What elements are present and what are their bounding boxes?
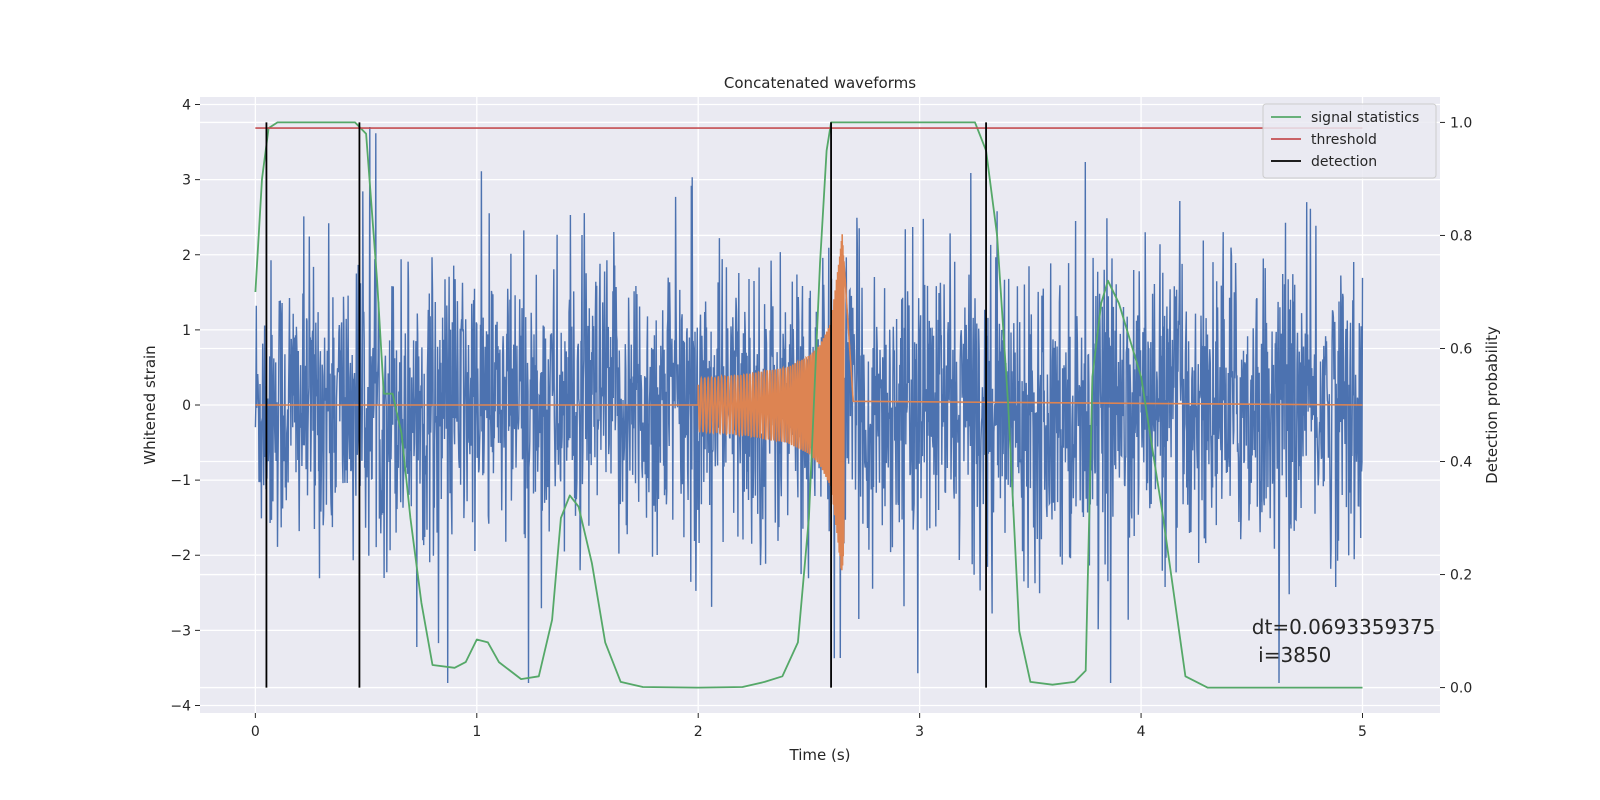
x-tick-label: 1 bbox=[472, 724, 481, 740]
y-left-tick-label: 4 bbox=[182, 98, 191, 114]
y-right-tick-label: 1.0 bbox=[1450, 115, 1472, 131]
x-tick-label: 4 bbox=[1137, 724, 1146, 740]
annotation: dt=0.0693359375 i=3850 bbox=[1252, 615, 1436, 667]
x-tick-label: 5 bbox=[1358, 724, 1367, 740]
y-left-tick-label: −3 bbox=[170, 623, 191, 639]
y-axis-label-left: Whitened strain bbox=[141, 345, 159, 464]
x-tick-label: 0 bbox=[251, 724, 260, 740]
x-tick-label: 2 bbox=[694, 724, 703, 740]
y-right-tick-label: 0.6 bbox=[1450, 341, 1472, 357]
y-left-tick-label: −4 bbox=[170, 698, 191, 714]
y-left-tick-label: 2 bbox=[182, 248, 191, 264]
legend-label: signal statistics bbox=[1311, 110, 1419, 126]
right-axis-series bbox=[254, 121, 1363, 689]
legend-box bbox=[1262, 103, 1437, 179]
y-left-tick-label: 3 bbox=[182, 173, 191, 189]
y-axis-label-right: Detection probability bbox=[1483, 326, 1501, 484]
y-right-tick-label: 0.8 bbox=[1450, 228, 1472, 244]
x-axis-label: Time (s) bbox=[789, 746, 851, 764]
y-left-tick-label: 0 bbox=[182, 398, 191, 414]
y-left-tick-label: −1 bbox=[170, 473, 191, 489]
chart-title: Concatenated waveforms bbox=[724, 74, 916, 92]
signal-statistics-line bbox=[254, 121, 1363, 689]
y-right-tick-label: 0.4 bbox=[1450, 455, 1472, 471]
y-right-tick-label: 0.2 bbox=[1450, 568, 1472, 584]
legend: signal statistics threshold detection bbox=[1262, 103, 1437, 179]
annotation-line: dt=0.0693359375 bbox=[1252, 615, 1436, 639]
y-left-tick-label: −2 bbox=[170, 548, 191, 564]
chirp-series bbox=[255, 234, 1363, 571]
chirp-line bbox=[255, 234, 1363, 571]
legend-label: detection bbox=[1311, 154, 1377, 170]
legend-label: threshold bbox=[1311, 132, 1377, 148]
x-tick-label: 3 bbox=[915, 724, 924, 740]
axis-ticks: 0 1 2 3 4 5 4 3 2 1 0 −1 −2 −3 −4 1.0 0.8 0.6 0.4 0.2 0.0 bbox=[170, 98, 1472, 740]
annotation-line: i=3850 bbox=[1252, 643, 1332, 667]
y-right-tick-label: 0.0 bbox=[1450, 681, 1472, 697]
y-left-tick-label: 1 bbox=[182, 323, 191, 339]
